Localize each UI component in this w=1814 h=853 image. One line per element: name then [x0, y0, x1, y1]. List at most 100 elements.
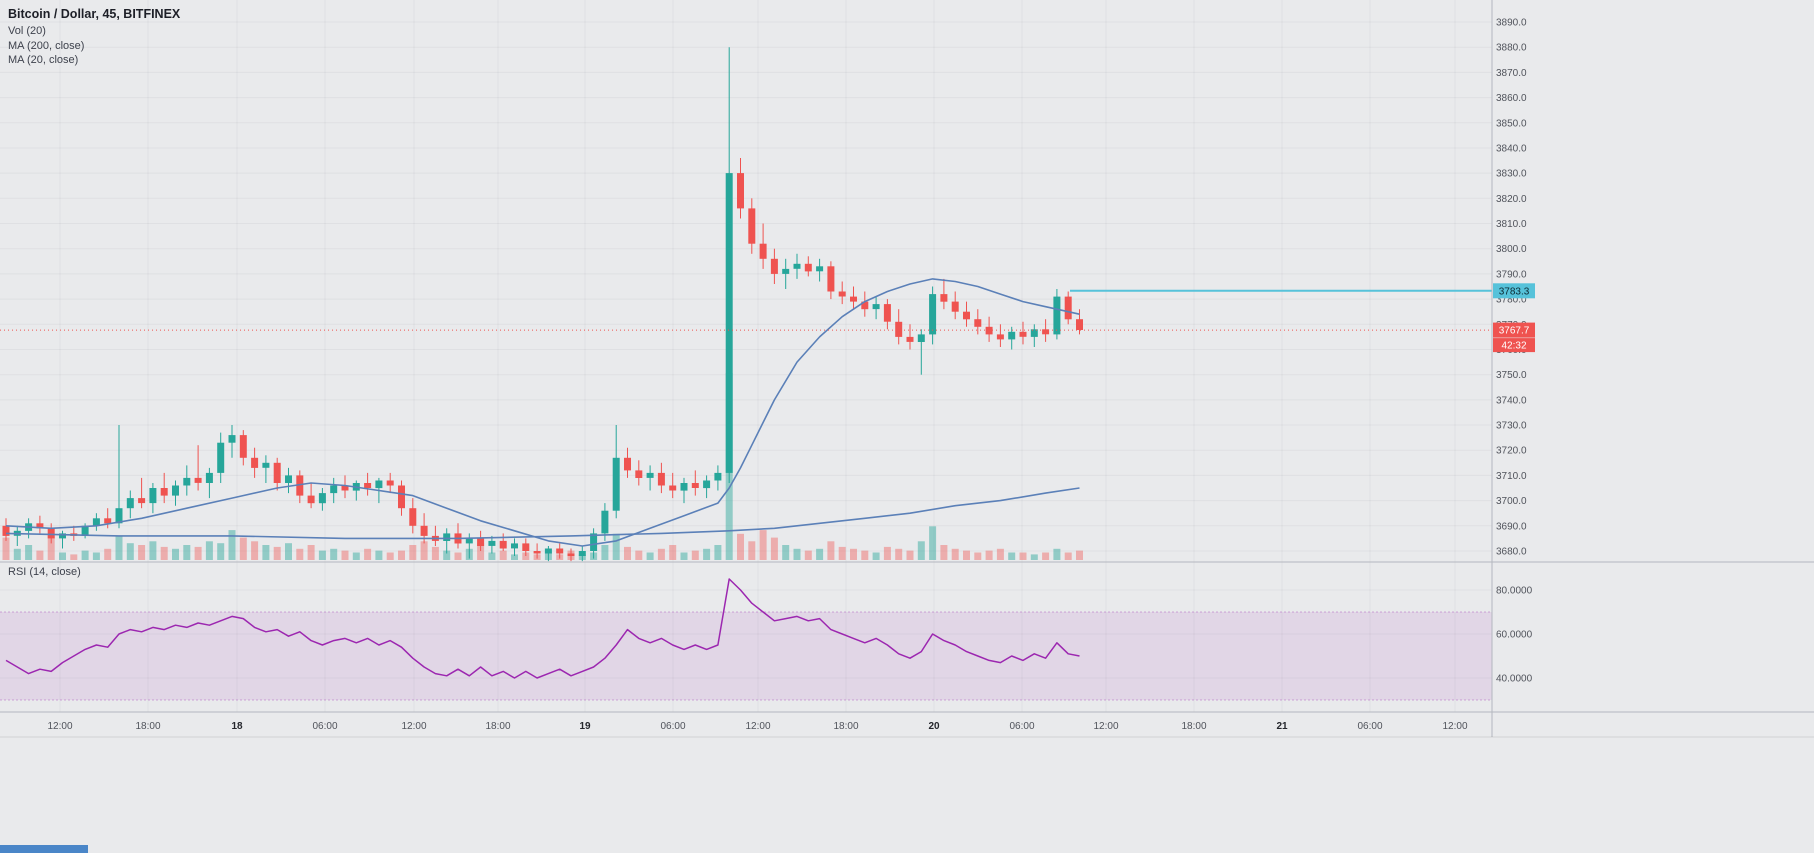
volume-bar: [217, 543, 225, 560]
volume-bar: [81, 550, 89, 560]
candle-body: [364, 483, 372, 488]
time-axis-label: 18: [231, 721, 243, 732]
volume-bar: [115, 535, 123, 560]
volume-bar: [737, 533, 744, 560]
candle-body: [578, 551, 586, 556]
alert-price-label-text: 3783.3: [1499, 286, 1530, 297]
volume-bar: [398, 550, 405, 560]
time-axis-label: 06:00: [312, 721, 337, 732]
volume-bar: [13, 548, 21, 560]
volume-bar: [951, 548, 959, 560]
ma200-line: [5, 487, 1080, 540]
candle-body: [318, 493, 326, 504]
symbol-title[interactable]: Bitcoin / Dollar, 45, BITFINEX: [8, 7, 181, 21]
candle-body: [804, 263, 812, 272]
candle-body: [816, 266, 824, 272]
candle-body: [714, 472, 722, 481]
alert-price-label[interactable]: [1493, 283, 1535, 299]
volume-bar: [929, 526, 937, 560]
price-axis-label: 3690.0: [1496, 521, 1527, 532]
candle-body: [1042, 329, 1050, 335]
legend-item-volume[interactable]: Vol (20): [8, 25, 46, 37]
candle-body: [488, 540, 496, 546]
volume-bar: [138, 545, 146, 560]
time-axis-label: 12:00: [1442, 721, 1467, 732]
volume-bar: [657, 548, 665, 560]
candle-body: [612, 457, 620, 511]
legend: Bitcoin / Dollar, 45, BITFINEX Vol (20) …: [8, 7, 180, 68]
candle-body: [793, 263, 801, 269]
price-axis[interactable]: [1492, 0, 1814, 737]
rsi-axis-label: 60.0000: [1496, 630, 1533, 641]
volume-bar: [273, 546, 281, 560]
candle-body: [172, 485, 179, 496]
candle-body: [917, 334, 925, 342]
volume-bar: [341, 550, 349, 560]
price-axis-label: 3880.0: [1496, 43, 1527, 54]
candle-body: [138, 498, 146, 504]
price-axis-label: 3730.0: [1496, 421, 1527, 432]
volume-bar: [386, 552, 394, 560]
volume-bar: [296, 548, 304, 560]
candle-body: [420, 525, 428, 536]
candle-body: [996, 334, 1004, 340]
volume-bar: [194, 546, 202, 560]
volume-bar: [996, 548, 1004, 560]
candle-body: [149, 488, 157, 504]
candle-body: [194, 477, 202, 483]
candle-body: [239, 435, 247, 458]
chart-pane-main[interactable]: [0, 0, 1492, 562]
price-axis-label: 3720.0: [1496, 446, 1527, 457]
volume-bar: [262, 545, 270, 560]
volume-bar: [172, 548, 179, 560]
time-axis-label: 18:00: [485, 721, 510, 732]
volume-bar: [714, 545, 722, 560]
candle-body: [895, 321, 903, 337]
candle-body: [782, 268, 790, 274]
last-price-label-text: 3767.7: [1499, 326, 1530, 337]
time-axis-label: 06:00: [660, 721, 685, 732]
volume-bar: [917, 541, 925, 560]
candle-body: [251, 457, 259, 468]
volume-bar: [36, 550, 44, 560]
candle-body: [590, 533, 598, 551]
candle-body: [872, 304, 880, 310]
candle-body: [92, 518, 100, 526]
candle-body: [160, 488, 168, 496]
legend-item-rsi[interactable]: RSI (14, close): [8, 566, 81, 578]
last-price-label: [1493, 322, 1535, 338]
time-axis-label: 18:00: [833, 721, 858, 732]
price-axis-label: 3860.0: [1496, 93, 1527, 104]
volume-bar: [251, 541, 259, 560]
volume-bar: [420, 541, 428, 560]
volume-bar: [1030, 554, 1038, 560]
volume-bar: [488, 552, 496, 560]
volume-bar: [680, 552, 688, 560]
volume-bar: [703, 548, 711, 560]
candle-body: [465, 538, 473, 544]
candle-body: [2, 525, 10, 536]
candle-body: [635, 470, 643, 478]
candle-body: [375, 480, 383, 489]
volume-bar: [70, 554, 78, 560]
price-axis-label: 3680.0: [1496, 547, 1527, 558]
ma20-line: [5, 278, 1080, 547]
candle-body: [974, 319, 982, 327]
candle-body: [522, 543, 530, 551]
bottom-left-blue-bar: [0, 845, 88, 853]
legend-item-ma20[interactable]: MA (20, close): [8, 54, 79, 66]
volume-bar: [431, 546, 439, 560]
candle-body: [115, 508, 123, 524]
volume-bar: [985, 550, 993, 560]
candle-body: [499, 540, 507, 549]
volume-bar: [92, 552, 100, 560]
price-axis-label: 3780.0: [1496, 295, 1527, 306]
volume-bar: [793, 548, 801, 560]
candle-body: [104, 518, 112, 524]
legend-item-ma200[interactable]: MA (200, close): [8, 39, 85, 52]
volume-bar: [691, 550, 699, 560]
price-axis-label: 3820.0: [1496, 194, 1527, 205]
candle-body: [273, 462, 281, 483]
